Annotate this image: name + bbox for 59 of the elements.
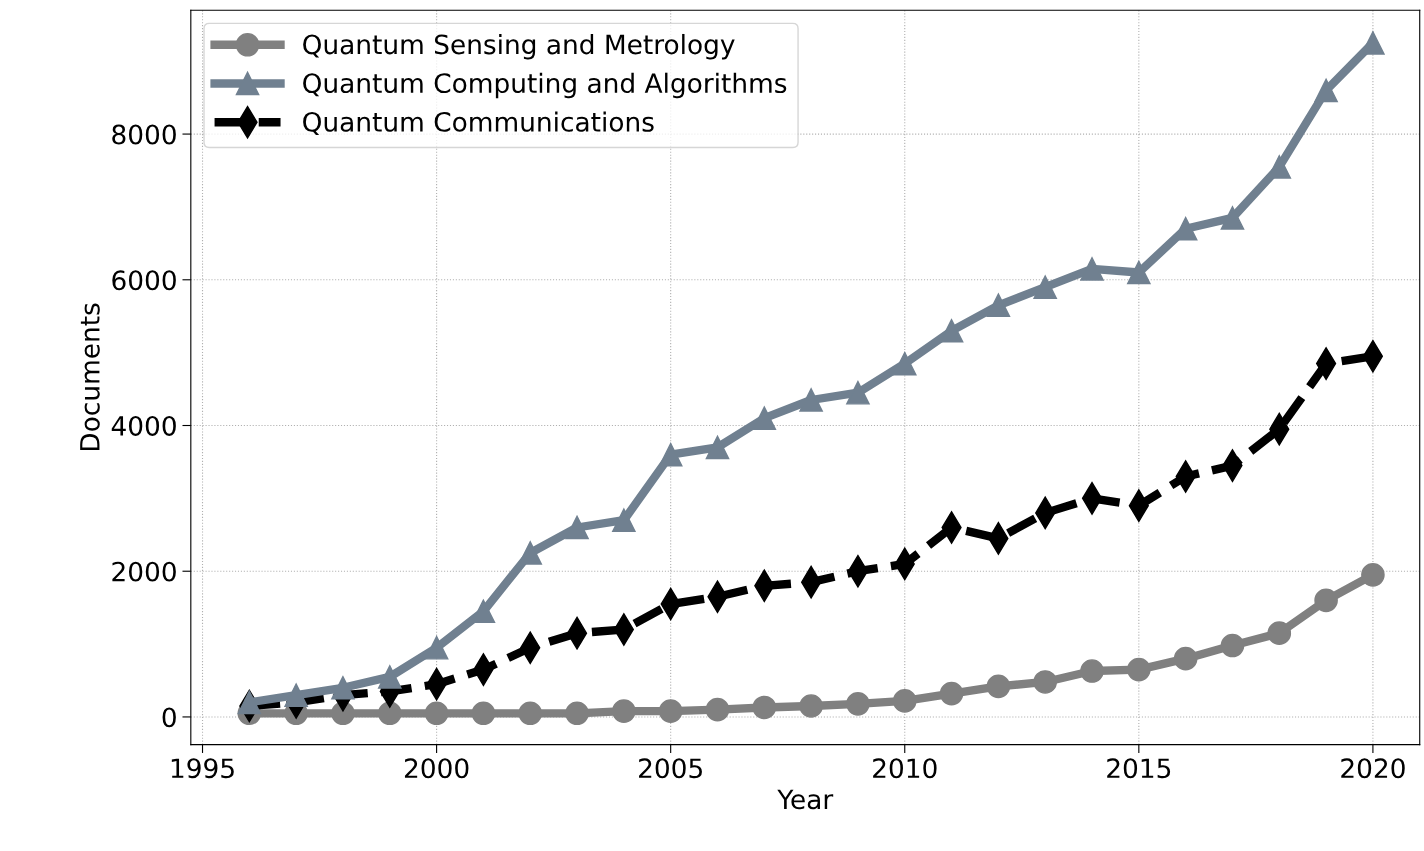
point [424,701,449,726]
point [331,675,355,700]
point [237,690,262,715]
y-tick-label: 6000 [112,270,176,291]
point [424,635,449,660]
y-axis-title: Documents [80,303,100,451]
point [471,701,496,726]
point [1220,633,1245,658]
legend-label: Quantum Sensing and Metrology [303,33,735,60]
point [1080,659,1104,683]
x-tick-label: 2020 [1341,758,1405,779]
point [612,508,636,533]
point [939,681,964,706]
legend-label: Quantum Computing and Algorithms [303,72,787,99]
point [846,380,870,405]
point [799,694,823,718]
point [705,697,730,722]
point [939,318,964,343]
point [565,515,589,540]
point [892,689,917,713]
point [565,701,589,726]
x-axis-title: Year [777,789,834,810]
y-tick-label: 2000 [112,561,176,582]
x-tick-label: 1995 [171,758,234,779]
point [799,388,823,412]
point [518,701,543,726]
point [612,699,636,723]
point [892,351,917,376]
y-tick-label: 4000 [111,415,176,436]
point [705,435,730,460]
point [1127,260,1151,285]
point [1220,206,1245,230]
x-tick-label: 2000 [404,758,469,779]
point [658,699,683,723]
point [986,293,1011,318]
point [377,701,402,726]
point [377,665,402,689]
y-tick-label: 8000 [112,124,176,145]
point [1314,588,1338,613]
point [518,541,543,565]
point [1080,257,1104,281]
point [1314,78,1338,103]
point [284,683,308,707]
point [1361,563,1385,587]
point [752,406,777,431]
point [752,695,777,720]
point [1173,646,1198,671]
x-tick-label: 2010 [873,758,937,779]
point [986,674,1011,699]
x-tick-label: 2015 [1107,758,1171,779]
point [1033,670,1058,694]
point [1127,657,1151,682]
point [1033,275,1058,299]
legend-label: Quantum Communications [303,111,654,135]
x-tick-label: 2005 [639,758,702,779]
point [846,692,870,716]
point [658,442,683,467]
point [1267,621,1292,645]
y-tick-label: 0 [162,707,176,728]
